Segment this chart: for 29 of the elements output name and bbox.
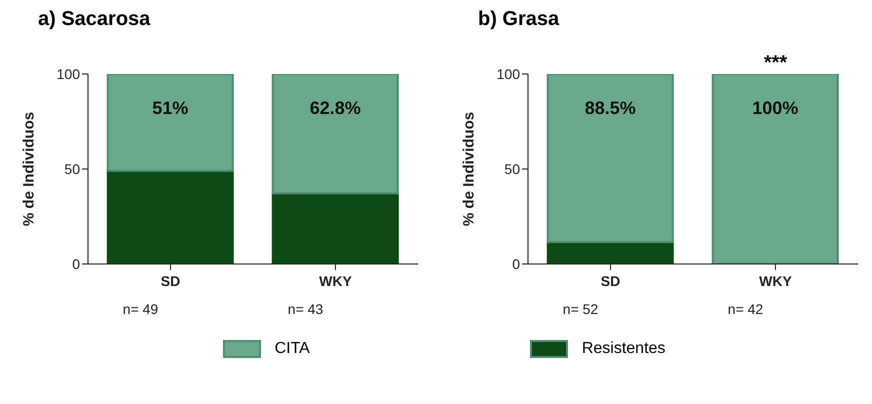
y-tick-label: 100 — [56, 66, 80, 82]
data-label: 100% — [752, 98, 798, 118]
text: n= 42 — [728, 301, 764, 317]
annotation: *** — [764, 52, 788, 74]
bar — [106, 74, 234, 172]
bar — [272, 74, 399, 194]
data-label: 88.5% — [584, 98, 636, 118]
y-tick-label: 100 — [496, 66, 520, 82]
y-tick-label: 50 — [504, 160, 520, 177]
text: n= 43 — [288, 301, 324, 317]
bar — [272, 192, 399, 264]
y-axis-title: % de Individuos — [20, 112, 38, 226]
legend-label: Resistentes — [582, 340, 666, 358]
y-tick-label: 0 — [512, 256, 520, 272]
y-tick-label: 0 — [72, 256, 80, 272]
y-tick-label: 50 — [64, 160, 80, 177]
data-label: 51% — [152, 98, 188, 118]
text: n= 49 — [122, 301, 158, 317]
chart-title: b) Grasa — [478, 8, 560, 32]
x-tick-label: SD — [600, 273, 620, 289]
bar — [106, 170, 234, 264]
x-tick-label: WKY — [759, 273, 792, 289]
data-label: 62.8% — [310, 98, 361, 118]
x-tick-label: WKY — [319, 273, 352, 289]
x-tick-label: SD — [160, 273, 180, 289]
text: n= 52 — [562, 301, 598, 317]
y-axis-title: % de Individuos — [460, 112, 478, 226]
chart-title: a) Sacarosa — [38, 8, 152, 32]
legend-label: CITA — [274, 340, 310, 358]
